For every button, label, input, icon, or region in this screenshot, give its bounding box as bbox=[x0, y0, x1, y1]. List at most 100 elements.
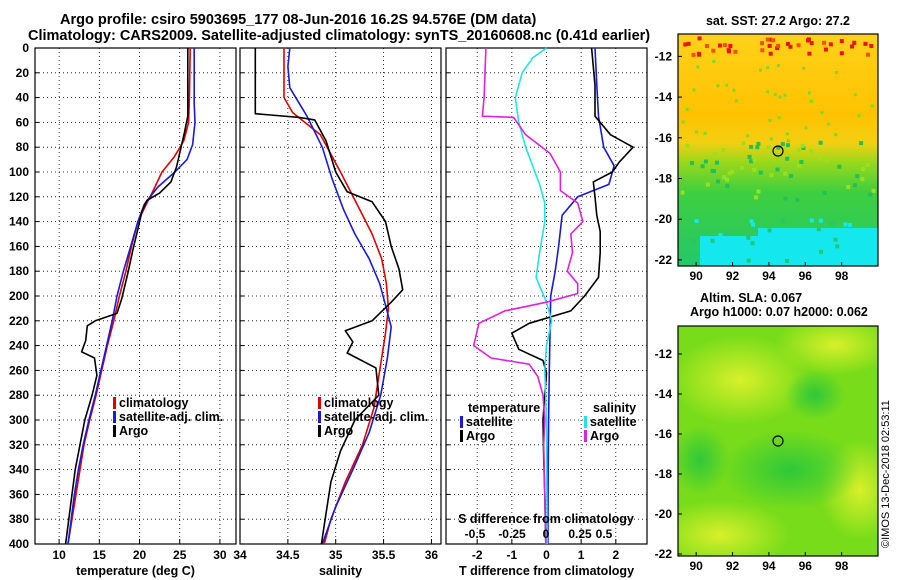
map-x-tick-label: 92 bbox=[726, 559, 740, 573]
x-tick-label: 35.5 bbox=[372, 548, 396, 562]
sst-pixel bbox=[785, 143, 790, 148]
legend-swatch bbox=[460, 416, 463, 428]
map-y-tick-label: -16 bbox=[655, 427, 673, 441]
legend-label: satellite bbox=[466, 415, 513, 429]
map-y-tick-label: -14 bbox=[655, 90, 673, 104]
map-y-tick-label: -18 bbox=[655, 171, 673, 185]
sst-pixel bbox=[776, 64, 780, 68]
sst-pixel bbox=[741, 141, 746, 146]
map-x-tick-label: 90 bbox=[690, 269, 704, 283]
sst-pixel bbox=[869, 44, 874, 49]
sst-pixel bbox=[733, 49, 738, 54]
sst-pixel bbox=[710, 168, 715, 173]
sst-pixel bbox=[737, 253, 742, 258]
x-tick-label: 15 bbox=[93, 548, 107, 562]
depth-tick-label: 40 bbox=[16, 91, 30, 105]
sst-pixel bbox=[710, 238, 715, 243]
series-line-satellite-adj-clim- bbox=[67, 48, 196, 545]
sst-pixel bbox=[833, 237, 838, 242]
sst-pixel bbox=[735, 261, 740, 266]
sst-pixel bbox=[796, 43, 801, 48]
sst-pixel bbox=[819, 249, 824, 254]
sst-pixel bbox=[751, 222, 756, 227]
sst-pixel bbox=[766, 90, 770, 94]
sst-pixel bbox=[689, 161, 694, 166]
sst-pixel bbox=[809, 99, 813, 103]
title-line-1: Argo profile: csiro 5903695_177 08-Jun-2… bbox=[60, 12, 537, 28]
sst-pixel bbox=[793, 246, 798, 251]
sst-pixel bbox=[725, 183, 730, 188]
sst-pixel bbox=[767, 43, 772, 48]
sst-pixel bbox=[696, 65, 700, 69]
sst-pixel bbox=[766, 66, 770, 70]
legend-label: Argo bbox=[590, 429, 620, 443]
sst-pixel bbox=[769, 137, 773, 141]
secondary-axis-label: S difference from climatology bbox=[458, 512, 634, 526]
legend-label: climatology bbox=[324, 396, 394, 410]
sst-pixel bbox=[807, 51, 812, 56]
sla-map-title-line2: Argo h1000: 0.07 h2000: 0.062 bbox=[690, 305, 868, 319]
sst-pixel bbox=[839, 51, 844, 56]
legend-swatch bbox=[460, 430, 463, 442]
depth-tick-label: 160 bbox=[9, 239, 29, 253]
map-y-tick-label: -12 bbox=[655, 347, 673, 361]
x-axis-label: temperature (deg C) bbox=[76, 564, 195, 578]
x-axis-label: salinity bbox=[319, 564, 362, 578]
x-tick-label: -2 bbox=[472, 548, 483, 562]
sst-pixel bbox=[843, 222, 848, 227]
sst-pixel bbox=[730, 169, 735, 174]
map-y-tick-label: -18 bbox=[655, 467, 673, 481]
sst-pixel bbox=[827, 122, 831, 126]
x-tick-label: -1 bbox=[507, 548, 518, 562]
sst-pixel bbox=[704, 43, 709, 48]
x-tick-label: 20 bbox=[133, 548, 147, 562]
sst-pixel bbox=[756, 141, 761, 146]
sst-pixel bbox=[766, 145, 771, 150]
sst-pixel bbox=[728, 43, 733, 48]
sst-pixel bbox=[834, 70, 838, 74]
sst-pixel bbox=[685, 108, 689, 112]
legend-label: satellite bbox=[590, 415, 637, 429]
x-tick-label: 10 bbox=[52, 548, 66, 562]
sst-pixel bbox=[849, 44, 854, 49]
secondary-tick-label: 0.25 bbox=[568, 527, 592, 541]
sla-map: Altim. SLA: 0.067 Argo h1000: 0.07 h2000… bbox=[655, 291, 879, 573]
sst-pixel bbox=[703, 159, 708, 164]
sst-pixel bbox=[801, 145, 806, 150]
sst-pixel bbox=[746, 235, 751, 240]
legend-label: satellite-adj. clim. bbox=[324, 410, 428, 424]
sst-pixel bbox=[828, 42, 833, 47]
map-y-tick-label: -22 bbox=[655, 253, 673, 267]
sst-pixel bbox=[863, 41, 868, 46]
sst-pixel bbox=[776, 43, 781, 48]
sst-pixel bbox=[683, 42, 688, 47]
depth-tick-label: 0 bbox=[22, 41, 29, 55]
legend-label: satellite-adj. clim. bbox=[119, 410, 223, 424]
sst-pixel bbox=[727, 171, 732, 176]
secondary-tick-label: -0.5 bbox=[465, 527, 486, 541]
sst-pixel bbox=[726, 49, 731, 54]
sst-pixel bbox=[697, 36, 702, 41]
series-line-argo bbox=[64, 48, 189, 545]
sst-pixel bbox=[714, 160, 719, 165]
legend-label: Argo bbox=[466, 429, 496, 443]
depth-tick-label: 100 bbox=[9, 165, 29, 179]
sst-pixel bbox=[775, 46, 780, 51]
x-tick-label: 25 bbox=[173, 548, 187, 562]
sst-pixel bbox=[716, 179, 721, 184]
sla-map-argo-marker bbox=[772, 435, 784, 447]
sst-pixel bbox=[837, 164, 842, 169]
sst-pixel bbox=[785, 228, 790, 233]
salinity-panel: 34 34.5 35 35.5 36 salinity climatologysatelli… bbox=[233, 47, 442, 578]
depth-tick-label: 80 bbox=[16, 140, 30, 154]
sst-pixel bbox=[816, 257, 821, 262]
sst-pixel bbox=[785, 156, 790, 161]
legend-label: Argo bbox=[119, 424, 149, 438]
map-y-tick-label: -14 bbox=[655, 387, 673, 401]
sst-pixel bbox=[739, 165, 744, 170]
sst-pixel bbox=[820, 111, 824, 115]
sst-pixel bbox=[734, 99, 738, 103]
sst-pixel bbox=[870, 104, 874, 108]
sst-pixel bbox=[802, 66, 806, 70]
